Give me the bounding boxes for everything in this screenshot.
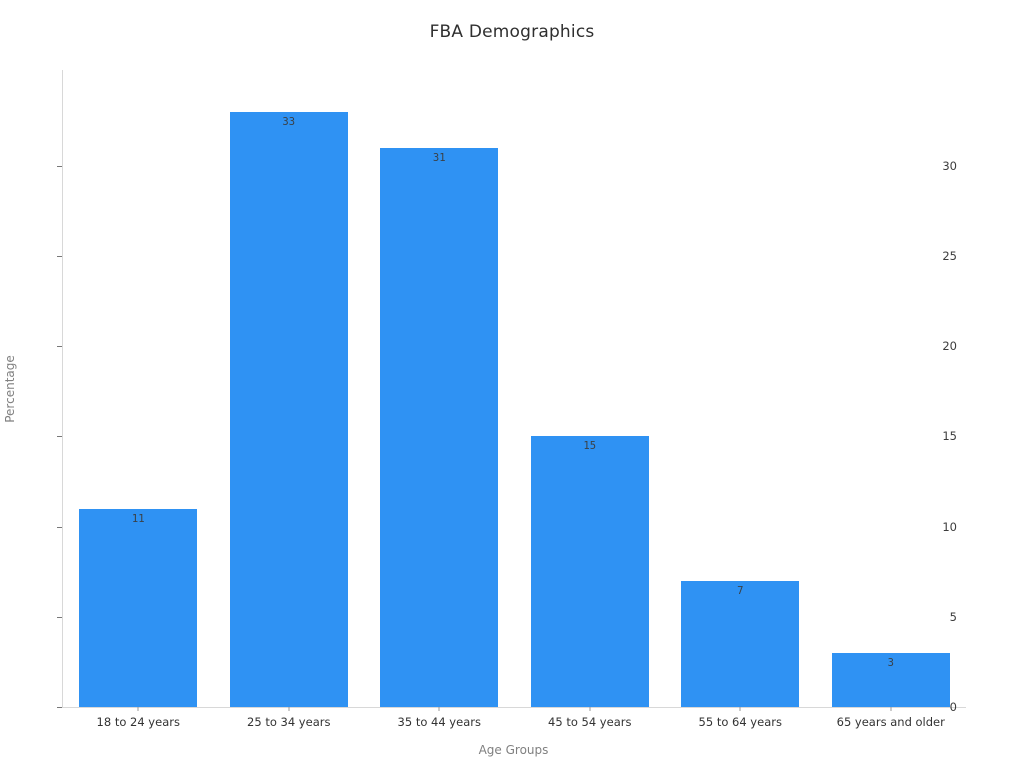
y-tick-label: 0 (949, 700, 957, 714)
y-tick-label: 10 (942, 519, 957, 534)
y-tick-mark (57, 346, 62, 348)
bar-value-label: 7 (737, 584, 744, 597)
bar-2: 33 (229, 111, 348, 707)
bar-1: 11 (79, 508, 198, 707)
y-tick-mark (57, 436, 62, 438)
bar-value-label: 11 (131, 512, 145, 525)
x-tick-label: 35 to 44 years (397, 715, 481, 729)
x-tick-mark (589, 707, 591, 711)
x-tick-label: 45 to 54 years (548, 715, 632, 729)
y-tick-mark (57, 255, 62, 257)
x-tick-label: 25 to 34 years (247, 715, 331, 729)
y-tick-label: 15 (942, 429, 957, 444)
x-axis-label: Age Groups (478, 743, 549, 757)
y-tick-mark (57, 616, 62, 618)
plot-area: 0 5 10 15 20 25 30 11 33 31 15 7 3 18 to 24 years 25… (57, 70, 966, 729)
bar-value-label: 33 (282, 115, 296, 128)
bar-value-label: 3 (887, 656, 894, 669)
x-tick-mark (739, 707, 741, 711)
y-tick-label: 25 (942, 248, 957, 263)
y-tick-label: 20 (942, 339, 957, 354)
bar-value-label: 15 (583, 440, 597, 453)
x-tick-mark (890, 707, 892, 711)
y-tick-mark (57, 707, 62, 708)
bar-4: 15 (530, 436, 649, 707)
x-tick-mark (137, 707, 139, 711)
chart-title: FBA Demographics (429, 22, 595, 42)
bar-value-label: 31 (432, 151, 446, 164)
y-tick-mark (57, 165, 62, 167)
y-axis-label: Percentage (3, 355, 17, 423)
x-tick-label: 65 years and older (836, 715, 945, 729)
x-tick-label: 55 to 64 years (698, 715, 782, 729)
x-tick-label: 18 to 24 years (96, 715, 180, 729)
x-tick-mark (288, 707, 290, 711)
bar-6: 3 (831, 652, 950, 707)
y-tick-mark (57, 526, 62, 528)
bar-3: 31 (380, 147, 499, 707)
y-tick-label: 5 (949, 609, 957, 624)
x-tick-mark (438, 707, 440, 711)
y-tick-label: 30 (942, 158, 957, 173)
bar-5: 7 (681, 580, 800, 707)
